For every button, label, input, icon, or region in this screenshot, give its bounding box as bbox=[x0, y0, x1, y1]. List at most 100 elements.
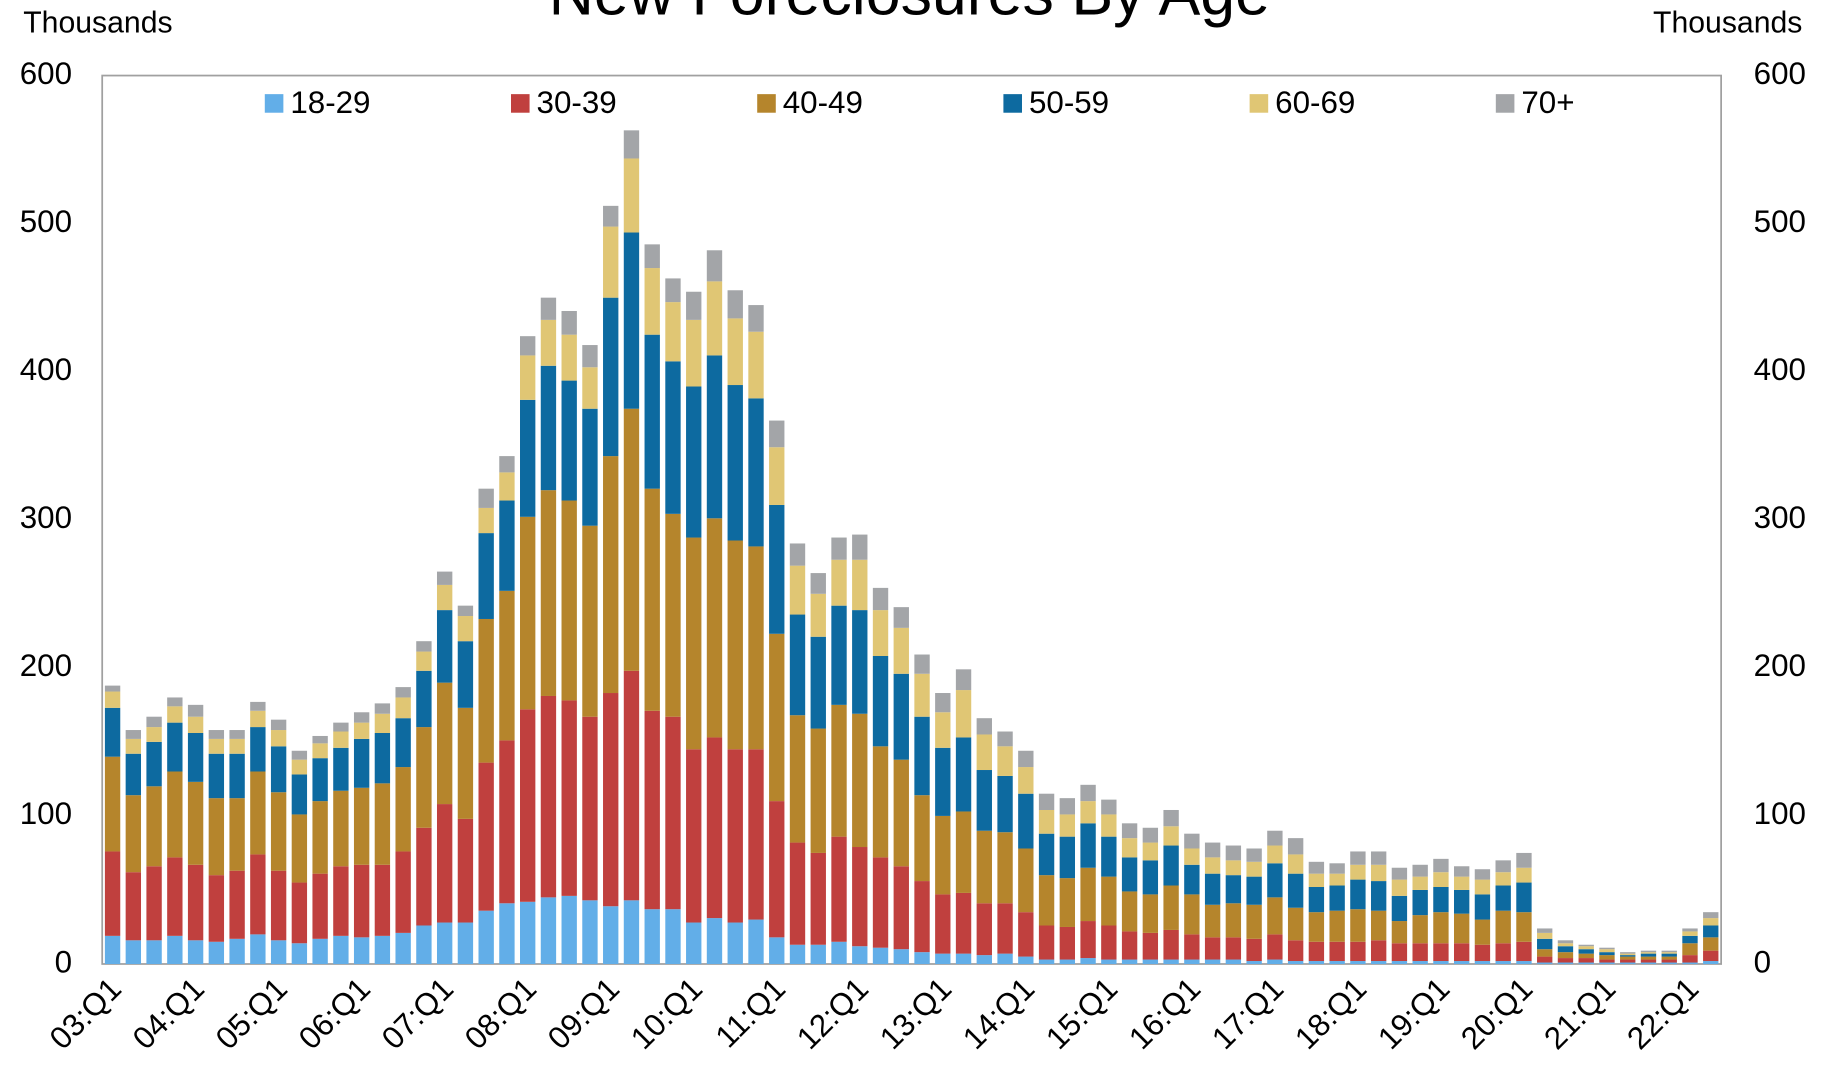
bar-segment bbox=[1495, 885, 1511, 911]
bar-segment bbox=[250, 934, 266, 964]
bar-segment bbox=[644, 488, 660, 711]
bar-segment bbox=[1620, 955, 1636, 957]
bar-segment bbox=[769, 633, 785, 802]
bar-segment bbox=[540, 319, 557, 366]
bar-segment bbox=[167, 722, 183, 772]
bar-segment bbox=[623, 130, 640, 159]
bar-segment bbox=[644, 244, 660, 269]
x-tick-label: 07:Q1 bbox=[375, 971, 460, 1056]
bar-segment bbox=[1599, 959, 1615, 963]
bar-segment bbox=[146, 866, 162, 941]
bar-segment bbox=[686, 749, 702, 923]
bar-segment bbox=[1225, 959, 1242, 964]
bar-segment bbox=[748, 398, 764, 547]
bar-segment bbox=[1412, 943, 1428, 962]
y2-tick-label: 200 bbox=[1754, 648, 1806, 683]
bar-segment bbox=[1599, 949, 1615, 953]
bar-segment bbox=[1391, 867, 1408, 880]
x-tick-label: 08:Q1 bbox=[458, 971, 543, 1056]
bar-segment bbox=[1391, 879, 1408, 896]
bar-segment bbox=[457, 605, 474, 617]
bar-segment bbox=[1267, 897, 1283, 935]
bar-segment bbox=[416, 670, 432, 728]
bar-segment bbox=[623, 900, 640, 964]
bar-segment bbox=[457, 818, 474, 923]
bar-segment bbox=[1329, 910, 1345, 942]
bar-segment bbox=[789, 614, 806, 716]
bar-segment bbox=[353, 787, 370, 865]
bar-segment bbox=[1287, 854, 1304, 874]
x-tick-label: 13:Q1 bbox=[873, 971, 958, 1056]
bar-segment bbox=[789, 715, 806, 843]
bar-segment bbox=[1038, 809, 1055, 834]
bar-segment bbox=[499, 590, 515, 741]
bar-segment bbox=[1184, 833, 1200, 849]
bar-segment bbox=[1121, 857, 1138, 892]
bar-segment bbox=[665, 716, 681, 910]
bar-segment bbox=[1412, 876, 1428, 890]
bar-segment bbox=[312, 758, 328, 802]
plot-frame bbox=[101, 74, 1722, 965]
bar-segment bbox=[686, 319, 702, 387]
bar-segment bbox=[1101, 876, 1117, 926]
bar-segment bbox=[706, 918, 723, 964]
bar-segment bbox=[499, 740, 515, 904]
bar-segment bbox=[125, 795, 142, 873]
bar-segment bbox=[665, 513, 681, 717]
bar-segment bbox=[1350, 961, 1366, 964]
bar-segment bbox=[1204, 904, 1221, 938]
bar-segment bbox=[1703, 961, 1719, 964]
bar-segment bbox=[1080, 784, 1096, 802]
bar-segment bbox=[1557, 940, 1574, 944]
legend-swatch bbox=[1249, 94, 1269, 113]
bar-segment bbox=[520, 516, 536, 710]
bar-segment bbox=[789, 565, 806, 615]
bar-segment bbox=[395, 932, 411, 964]
bar-segment bbox=[1080, 801, 1096, 824]
x-tick-label: 06:Q1 bbox=[292, 971, 377, 1056]
bar-segment bbox=[997, 746, 1013, 776]
bar-segment bbox=[125, 753, 142, 796]
bar-segment bbox=[852, 610, 868, 714]
bar-segment bbox=[1474, 961, 1491, 964]
legend-swatch bbox=[264, 94, 284, 113]
bar-segment bbox=[1391, 943, 1408, 962]
bar-segment bbox=[520, 355, 536, 400]
bar-segment bbox=[665, 278, 681, 303]
bar-segment bbox=[229, 738, 245, 754]
bar-segment bbox=[1682, 962, 1698, 964]
bar-segment bbox=[395, 697, 411, 719]
bar-segment bbox=[291, 814, 308, 883]
bar-segment bbox=[1038, 833, 1055, 876]
bar-segment bbox=[333, 790, 349, 867]
bar-segment bbox=[104, 707, 121, 757]
bar-segment bbox=[270, 870, 287, 941]
bar-segment bbox=[1246, 961, 1262, 964]
bar-segment bbox=[914, 881, 930, 953]
bar-segment bbox=[1537, 938, 1553, 950]
bar-segment bbox=[831, 836, 847, 942]
bar-segment bbox=[789, 842, 806, 945]
bar-segment bbox=[270, 719, 287, 731]
x-tick-label: 20:Q1 bbox=[1454, 971, 1539, 1056]
bar-segment bbox=[1661, 953, 1677, 957]
bar-segment bbox=[1204, 842, 1221, 858]
bar-segment bbox=[353, 712, 370, 723]
bar-segment bbox=[852, 559, 868, 611]
bar-segment bbox=[416, 827, 432, 926]
bar-segment bbox=[1018, 912, 1034, 957]
bar-segment bbox=[955, 892, 972, 954]
bar-segment bbox=[250, 701, 266, 711]
bar-segment bbox=[1350, 909, 1366, 942]
bar-segment bbox=[1184, 894, 1200, 935]
bar-segment bbox=[1578, 953, 1594, 959]
bar-segment bbox=[478, 507, 494, 534]
bar-segment bbox=[872, 947, 889, 964]
bar-segment bbox=[270, 940, 287, 964]
bar-segment bbox=[1246, 861, 1262, 877]
bar-segment bbox=[499, 500, 515, 591]
legend-label: 30-39 bbox=[537, 85, 617, 120]
bar-segment bbox=[250, 710, 266, 728]
bar-segment bbox=[1682, 928, 1698, 932]
